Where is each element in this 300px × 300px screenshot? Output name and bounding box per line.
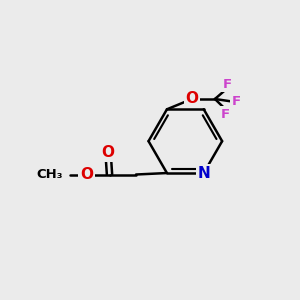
Text: O: O [101,145,115,160]
Text: O: O [80,167,93,182]
Text: O: O [185,92,199,106]
Text: F: F [221,108,230,121]
Text: N: N [197,166,210,181]
Text: F: F [223,78,232,91]
Text: CH₃: CH₃ [36,168,62,181]
Text: F: F [232,95,241,108]
